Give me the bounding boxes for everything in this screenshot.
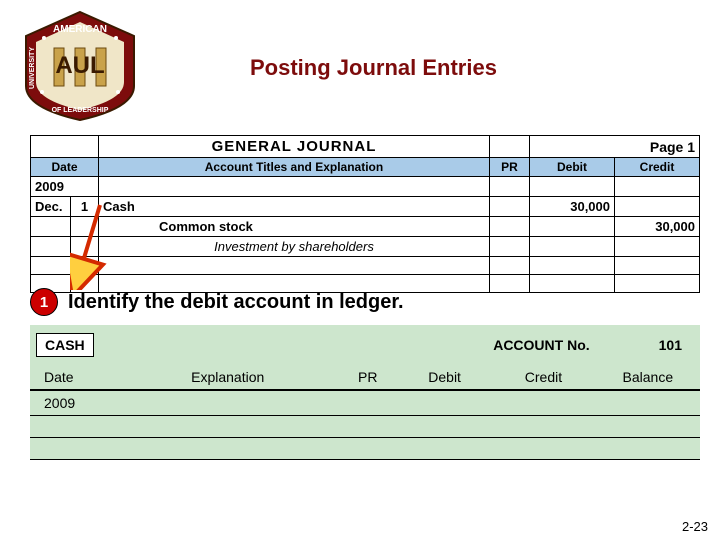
ledger-col-balance: Balance <box>596 365 700 390</box>
journal-page-label: Page 1 <box>530 136 700 158</box>
entry-title: Cash <box>99 197 490 217</box>
ledger-col-date: Date <box>30 365 118 390</box>
logo-text-bottom: OF LEADERSHIP <box>52 107 109 114</box>
ledger-col-credit: Credit <box>491 365 595 390</box>
entry-explanation: Investment by shareholders <box>99 237 490 257</box>
journal-year: 2009 <box>31 177 99 197</box>
slide-page-number: 2-23 <box>682 519 708 534</box>
step-instruction: 1 Identify the debit account in ledger. <box>30 288 404 316</box>
journal-col-date: Date <box>31 158 99 177</box>
entry-debit: 30,000 <box>530 197 615 217</box>
ledger-year: 2009 <box>30 390 118 416</box>
step-text: Identify the debit account in ledger. <box>68 291 404 314</box>
entry-day: 1 <box>71 197 99 217</box>
ledger-col-pr: PR <box>338 365 398 390</box>
general-journal-table: GENERAL JOURNAL Page 1 Date Account Titl… <box>30 135 700 293</box>
ledger-account-no: 101 <box>596 325 700 365</box>
journal-col-debit: Debit <box>530 158 615 177</box>
ledger-account-name: CASH <box>36 333 94 357</box>
ledger-account-no-label: ACCOUNT No. <box>398 325 596 365</box>
entry-credit: 30,000 <box>615 217 700 237</box>
ledger-col-explanation: Explanation <box>118 365 338 390</box>
logo-center-text: AUL <box>55 52 104 79</box>
entry-credit <box>615 197 700 217</box>
logo-text-top: AMERICAN <box>53 24 107 35</box>
ledger-table: CASH ACCOUNT No. 101 Date Explanation PR… <box>30 325 700 460</box>
ledger-col-debit: Debit <box>398 365 491 390</box>
university-logo: AMERICAN OF LEADERSHIP UNIVERSITY AUL <box>20 8 140 123</box>
journal-col-pr: PR <box>490 158 530 177</box>
logo-text-left: UNIVERSITY <box>29 47 36 89</box>
entry-title: Common stock <box>99 217 490 237</box>
step-number-badge: 1 <box>30 288 58 316</box>
entry-pr <box>490 197 530 217</box>
entry-month: Dec. <box>31 197 71 217</box>
journal-col-titles: Account Titles and Explanation <box>99 158 490 177</box>
page-title: Posting Journal Entries <box>250 55 497 81</box>
journal-heading: GENERAL JOURNAL <box>99 136 490 158</box>
journal-col-credit: Credit <box>615 158 700 177</box>
